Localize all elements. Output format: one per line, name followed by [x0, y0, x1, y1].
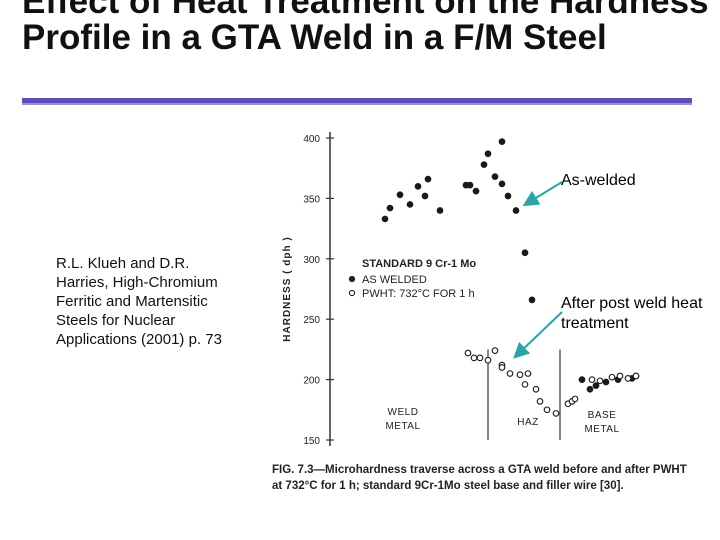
region-label: METAL [584, 424, 619, 435]
pwht-point [596, 377, 604, 385]
pwht-point [536, 397, 544, 405]
as-welded-point [491, 173, 499, 181]
pwht-point [516, 371, 524, 379]
hardness-chart: 400 350 300 250 200 150 HARDNESS ( dph ) WELD M… [282, 132, 640, 447]
pwht-point [608, 373, 616, 381]
y-tick-label: 400 [303, 134, 320, 145]
as-welded-point [592, 382, 600, 389]
pwht-point [476, 354, 484, 362]
post-weld-callout: After post weld heat treatment [561, 295, 703, 332]
as-welded-point [578, 376, 586, 383]
region-label: HAZ [517, 417, 539, 428]
as-welded-point [498, 180, 506, 188]
y-tick-label: 350 [303, 194, 320, 205]
legend-entry: AS WELDED [362, 274, 427, 286]
y-axis-label: HARDNESS ( dph ) [282, 236, 293, 341]
as-welded-point [421, 192, 429, 200]
title-underline [22, 98, 692, 103]
region-label: WELD [388, 407, 419, 418]
pwht-point [506, 370, 514, 377]
as-welded-point [504, 192, 512, 200]
legend-entry: PWHT: 732°C FOR 1 h [362, 288, 475, 300]
as-welded-point [396, 191, 404, 199]
as-welded-point [480, 161, 488, 168]
legend-title: STANDARD 9 Cr-1 Mo [362, 258, 476, 270]
as-welded-point [521, 249, 529, 257]
as-welded-point [586, 385, 594, 393]
as-welded-point [602, 378, 610, 386]
pwht-point [571, 395, 579, 403]
y-tick-label: 200 [303, 376, 320, 387]
pwht-point [524, 370, 532, 377]
pwht-point [521, 381, 529, 388]
as-welded-point [406, 201, 414, 208]
region-label: BASE [588, 410, 617, 421]
as-welded-point [386, 204, 394, 212]
as-welded-point [512, 207, 520, 214]
region-label: METAL [385, 421, 420, 432]
as-welded-point [424, 175, 432, 183]
as-welded-point [381, 215, 389, 223]
pwht-point [552, 410, 560, 417]
as-welded-point [472, 187, 480, 195]
pwht-point [532, 385, 540, 393]
slide-title: Effect of Heat Treatment on the Hardness… [22, 0, 709, 57]
pwht-point [632, 372, 640, 380]
pwht-point [464, 349, 472, 357]
pwht-point [484, 356, 492, 364]
pwht-point [491, 347, 499, 354]
pwht-point [624, 375, 632, 382]
citation-text: R.L. Klueh and D.R. Harries, High-Chromi… [56, 255, 222, 348]
figure-caption: FIG. 7.3—Microhardness traverse across a… [272, 464, 687, 492]
pwht-point [616, 372, 624, 380]
as-welded-point [498, 138, 506, 145]
title-underline-shadow [22, 103, 692, 105]
as-welded-point [436, 207, 444, 214]
as-welded-point [528, 296, 536, 304]
y-tick-label: 250 [303, 315, 320, 326]
as-welded-point [466, 181, 474, 189]
pwht-point [588, 376, 596, 383]
pwht-point [498, 364, 506, 371]
pwht-point [543, 406, 551, 414]
as-welded-point [414, 182, 422, 190]
as-welded-point [484, 150, 492, 158]
legend-open-marker [348, 289, 356, 297]
as-welded-callout: As-welded [561, 172, 636, 189]
legend-filled-marker [348, 275, 356, 283]
y-tick-label: 300 [303, 255, 320, 266]
y-tick-label: 150 [303, 436, 320, 447]
pwht-point [470, 354, 478, 362]
